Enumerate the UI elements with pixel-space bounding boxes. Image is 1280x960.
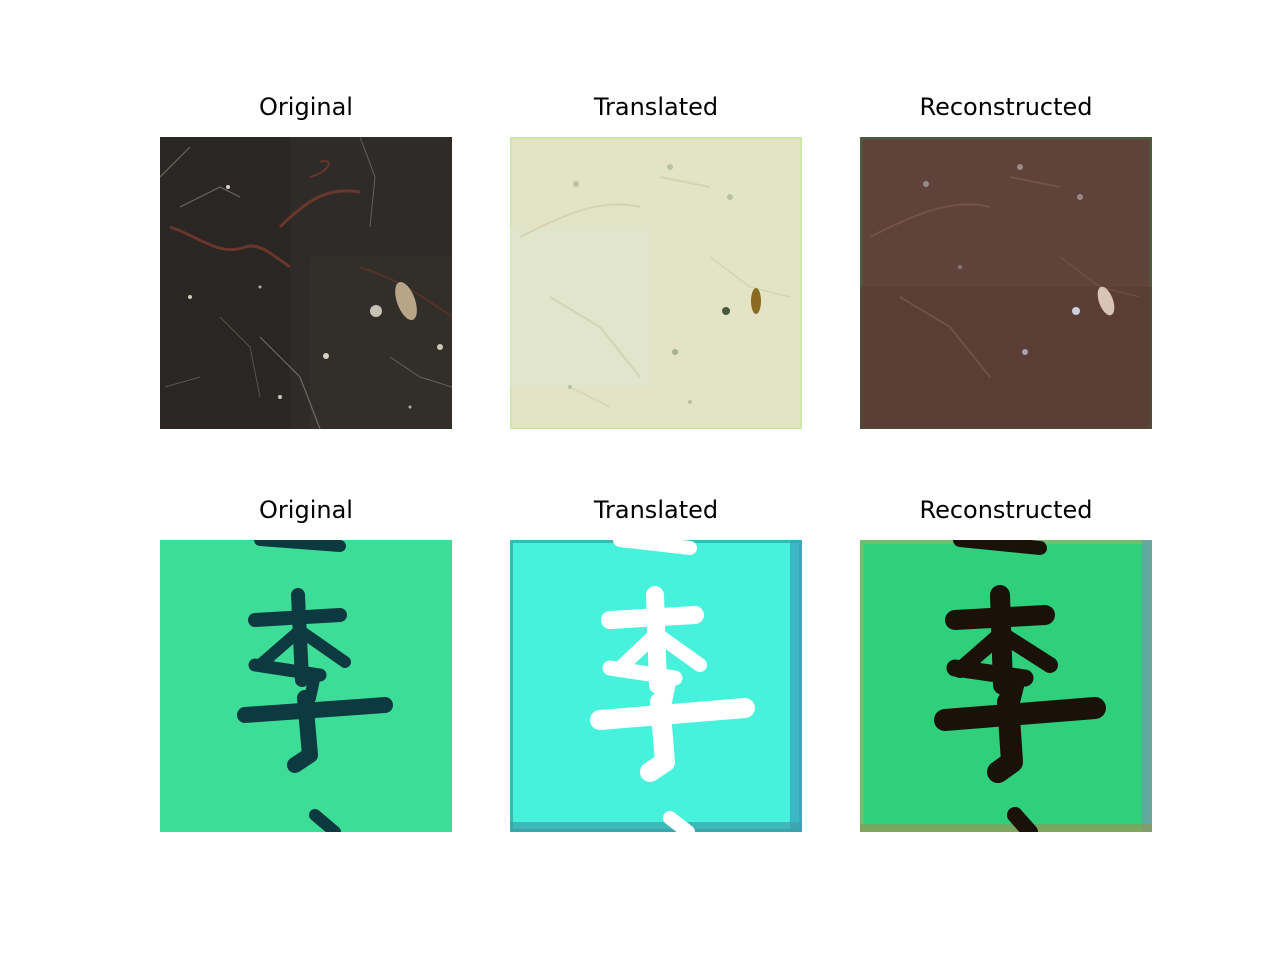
panel-title-original: Original: [259, 93, 353, 121]
panel-title-original: Original: [259, 496, 353, 524]
panel-title-translated: Translated: [593, 93, 719, 121]
glyph-translated-image: [510, 540, 802, 832]
glyph-reconstructed-image: [860, 540, 1152, 832]
stone-reconstructed-image: [860, 137, 1152, 429]
panel-title-reconstructed: Reconstructed: [919, 496, 1093, 524]
stone-translated-image: [510, 137, 802, 429]
stone-original-image: [160, 137, 452, 429]
panel-title-reconstructed: Reconstructed: [919, 93, 1093, 121]
panel-title-translated: Translated: [593, 496, 719, 524]
glyph-original-image: [160, 540, 452, 832]
